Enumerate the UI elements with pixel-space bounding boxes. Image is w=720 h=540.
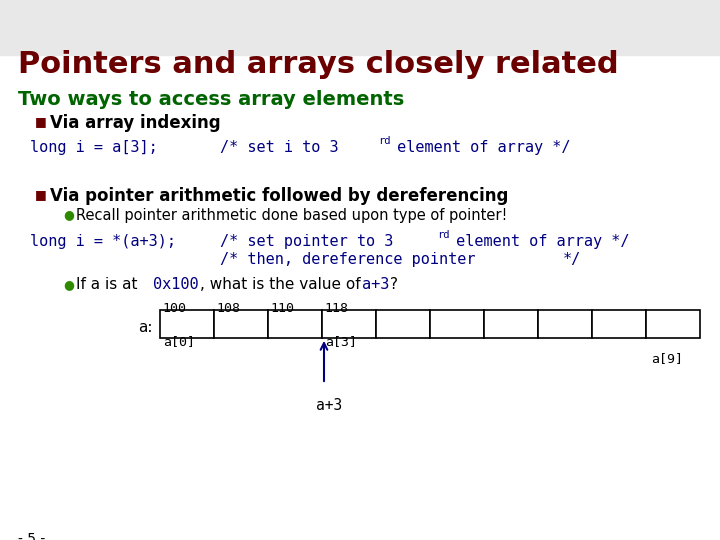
Text: ●: ●: [63, 278, 74, 291]
Text: rd: rd: [378, 136, 390, 146]
Bar: [214, 310, 268, 338]
Text: Via array indexing: Via array indexing: [50, 114, 220, 132]
Bar: [430, 310, 484, 338]
Text: */: */: [563, 252, 581, 267]
Text: 0x100: 0x100: [153, 277, 199, 292]
Text: a+3: a+3: [316, 398, 342, 413]
Text: ■: ■: [35, 115, 47, 128]
Bar: [592, 310, 646, 338]
Text: a:: a:: [138, 321, 153, 335]
Text: Two ways to access array elements: Two ways to access array elements: [18, 90, 404, 109]
Text: Pointers and arrays closely related: Pointers and arrays closely related: [18, 50, 618, 79]
Text: long i = *(a+3);: long i = *(a+3);: [30, 234, 176, 249]
Text: element of array */: element of array */: [447, 234, 629, 249]
Text: ●: ●: [63, 208, 74, 221]
Text: /* set i to 3: /* set i to 3: [220, 140, 338, 155]
Bar: [0, 0, 720, 55]
Bar: [160, 310, 214, 338]
Text: element of array */: element of array */: [388, 140, 570, 155]
Bar: [538, 310, 592, 338]
Bar: [646, 310, 700, 338]
Text: long i = a[3];: long i = a[3];: [30, 140, 158, 155]
Text: a+3: a+3: [362, 277, 390, 292]
Bar: [268, 310, 322, 338]
Text: /* then, dereference pointer: /* then, dereference pointer: [220, 252, 475, 267]
Text: /* set pointer to 3: /* set pointer to 3: [220, 234, 393, 249]
Text: Via pointer arithmetic followed by dereferencing: Via pointer arithmetic followed by deref…: [50, 187, 508, 205]
Text: a[3]: a[3]: [325, 335, 357, 348]
Bar: [322, 310, 376, 338]
Text: - 5 -: - 5 -: [18, 532, 45, 540]
Text: ?: ?: [390, 277, 398, 292]
Text: a[0]: a[0]: [163, 335, 195, 348]
Text: Recall pointer arithmetic done based upon type of pointer!: Recall pointer arithmetic done based upo…: [76, 208, 508, 223]
Text: 108: 108: [216, 302, 240, 315]
Text: 110: 110: [270, 302, 294, 315]
Text: 118: 118: [324, 302, 348, 315]
Text: , what is the value of: , what is the value of: [200, 277, 366, 292]
Text: 100: 100: [162, 302, 186, 315]
Bar: [376, 310, 430, 338]
Bar: [484, 310, 538, 338]
Text: a[9]: a[9]: [651, 352, 683, 365]
Text: rd: rd: [437, 230, 449, 240]
Text: ■: ■: [35, 188, 47, 201]
Text: If a is at: If a is at: [76, 277, 143, 292]
